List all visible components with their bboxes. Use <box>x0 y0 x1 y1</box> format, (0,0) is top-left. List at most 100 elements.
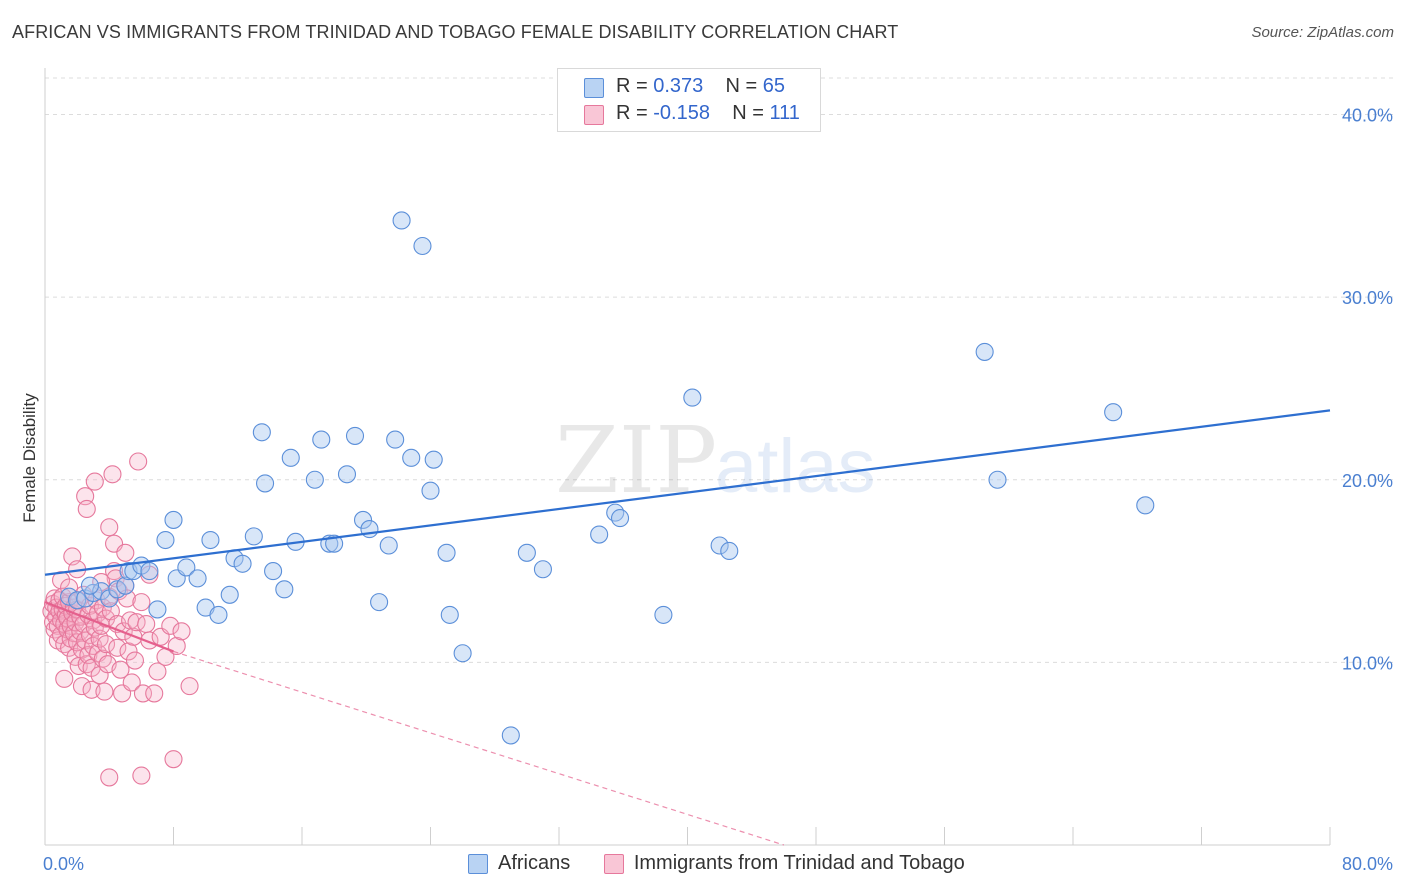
y-tick-label: 20.0% <box>1342 471 1393 491</box>
pink-point <box>111 660 130 679</box>
pink-point <box>55 669 74 688</box>
blue-point <box>720 541 739 561</box>
x-tick-label: 80.0% <box>1342 854 1393 874</box>
watermark-atlas: atlas <box>715 424 876 509</box>
blue-point <box>654 605 673 624</box>
pink-point <box>164 750 183 769</box>
y-tick-label: 40.0% <box>1342 106 1393 126</box>
n-value: 65 <box>762 75 786 97</box>
y-tick-label: 10.0% <box>1342 653 1393 673</box>
blue-point <box>421 481 440 500</box>
x-tick-label: 0.0% <box>43 854 84 874</box>
blue-point <box>264 562 283 581</box>
blue-point <box>413 236 432 256</box>
blue-point <box>256 474 275 493</box>
trend-lines <box>44 409 1331 846</box>
blue-point <box>975 342 994 361</box>
blue-point <box>386 430 405 449</box>
pink-point <box>100 768 119 787</box>
blue-point <box>533 560 552 579</box>
chart-title: AFRICAN VS IMMIGRANTS FROM TRINIDAD AND … <box>12 22 899 42</box>
pink-point <box>72 677 91 696</box>
blue-point <box>610 509 630 528</box>
blue-point <box>281 448 300 467</box>
pink-trend-line <box>44 601 174 653</box>
blue-point <box>590 525 609 544</box>
pink-point <box>77 499 96 519</box>
watermark: ZIP atlas <box>555 407 876 514</box>
pink-point <box>85 472 104 491</box>
blue-point <box>305 470 324 489</box>
blue-point <box>517 543 536 562</box>
blue-point <box>188 569 207 588</box>
blue-point <box>209 605 228 624</box>
pink-trend-extension <box>173 650 785 846</box>
blue-point <box>437 543 456 562</box>
axes <box>44 68 1331 846</box>
blue-swatch <box>584 78 604 98</box>
blue-point <box>353 510 373 529</box>
n-value: 111 <box>769 102 800 124</box>
r-label: R = <box>616 75 654 97</box>
blue-trend-line <box>44 409 1331 576</box>
watermark-zip: ZIP <box>555 407 717 514</box>
pink-point <box>60 578 79 597</box>
blue-point <box>988 470 1007 489</box>
pink-point <box>137 614 156 634</box>
blue-point <box>392 211 411 230</box>
legend-item-africans: Africans <box>468 852 570 875</box>
blue-point <box>453 644 472 663</box>
grid-lines <box>45 77 1395 663</box>
blue-point <box>156 530 175 550</box>
source-label: Source: ZipAtlas.com <box>1251 24 1394 41</box>
blue-point <box>345 426 365 445</box>
legend-label: Immigrants from Trinidad and Tobago <box>633 852 965 874</box>
series-legend: Africans Immigrants from Trinidad and To… <box>468 852 993 875</box>
n-label: N = <box>732 102 770 124</box>
blue-point <box>80 576 100 595</box>
pink-point <box>103 465 122 484</box>
pink-point <box>180 677 199 696</box>
blue-point <box>683 388 702 407</box>
n-label: N = <box>725 75 763 97</box>
blue-point <box>140 562 159 581</box>
pink-point <box>93 649 112 668</box>
blue-point <box>379 536 398 555</box>
blue-point <box>220 585 239 604</box>
blue-point <box>325 534 344 553</box>
pink-point <box>119 642 138 661</box>
blue-point <box>233 554 252 573</box>
blue-point <box>252 423 271 442</box>
blue-point <box>1136 496 1155 515</box>
blue-point <box>370 593 389 612</box>
pink-swatch <box>603 854 624 874</box>
blue-point <box>177 558 196 577</box>
blue-point <box>337 465 357 484</box>
pink-point <box>172 622 191 641</box>
pink-point <box>125 651 144 670</box>
blue-point <box>201 530 220 550</box>
pink-point <box>161 616 180 635</box>
tick-labels: 10.0% 20.0% 30.0% 40.0% 0.0% 80.0% <box>43 106 1393 874</box>
blue-point <box>440 605 459 624</box>
blue-point <box>244 527 263 546</box>
pink-point <box>108 638 127 657</box>
pink-point <box>100 518 119 537</box>
pink-point <box>129 452 148 471</box>
blue-point <box>275 580 294 599</box>
pink-point <box>116 543 135 562</box>
pink-point <box>148 662 167 681</box>
stats-legend: R = 0.373 N = 65 R = -0.158 N = 111 <box>557 68 821 132</box>
blue-point <box>501 726 520 745</box>
legend-label: Africans <box>498 852 571 874</box>
blue-point <box>424 450 443 469</box>
pink-point <box>132 766 151 785</box>
blue-point <box>116 576 135 595</box>
blue-point <box>710 536 729 555</box>
y-axis-label: Female Disability <box>20 393 39 523</box>
pink-series-points <box>42 452 199 787</box>
pink-point <box>96 635 116 654</box>
blue-point <box>1104 403 1123 422</box>
legend-item-trinidad: Immigrants from Trinidad and Tobago <box>603 852 965 875</box>
